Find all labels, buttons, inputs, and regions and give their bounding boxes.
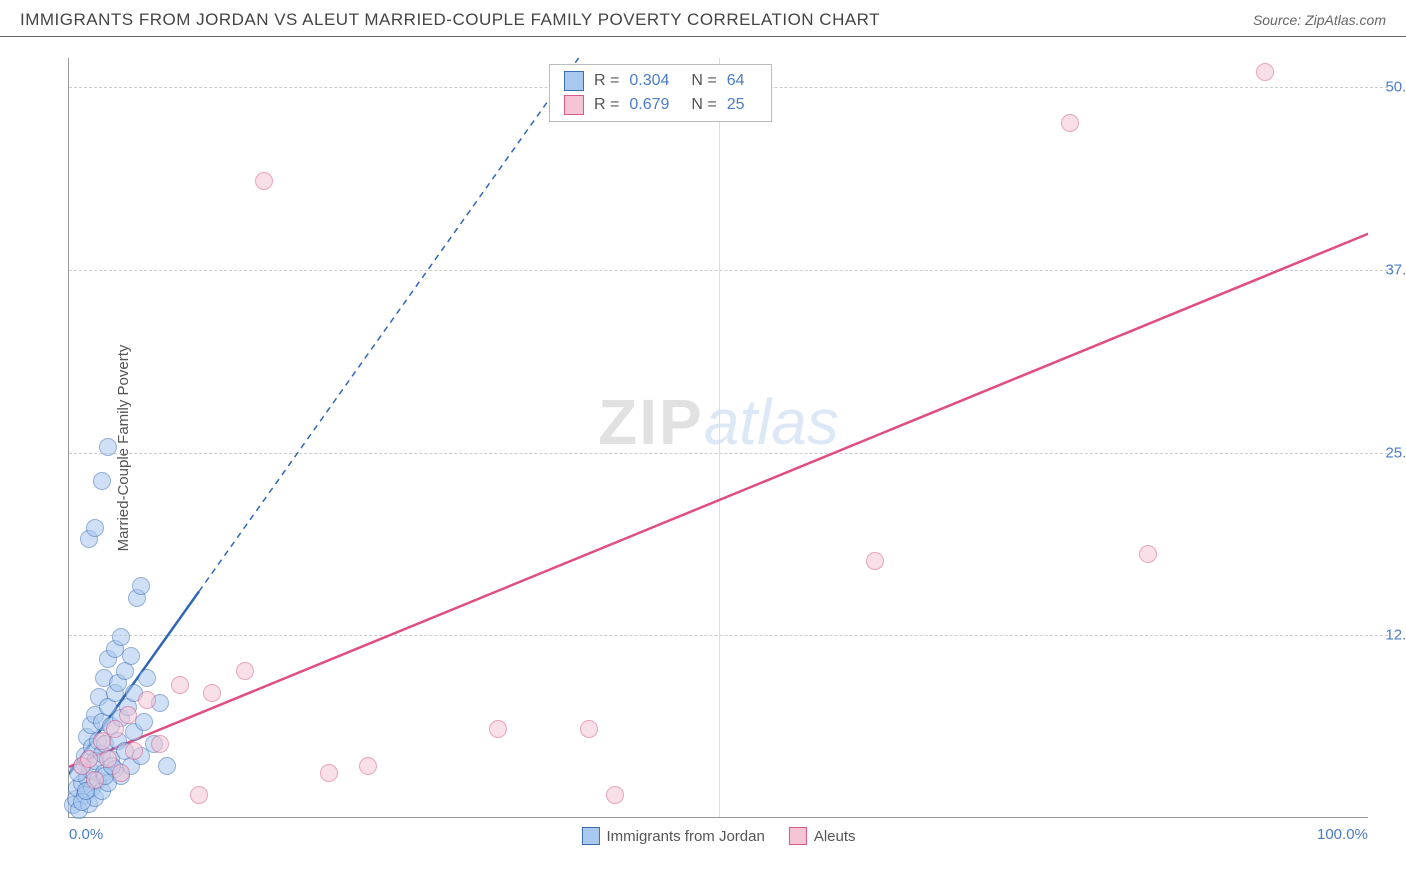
y-tick-label: 50.0% <box>1385 79 1406 96</box>
scatter-point <box>359 757 377 775</box>
scatter-point <box>122 647 140 665</box>
series-legend-label: Immigrants from Jordan <box>606 828 764 845</box>
legend-swatch <box>564 95 584 115</box>
n-value: 25 <box>727 96 745 114</box>
scatter-point <box>125 742 143 760</box>
series-legend: Immigrants from Jordan Aleuts <box>581 827 855 845</box>
scatter-point <box>112 764 130 782</box>
series-legend-item: Aleuts <box>789 827 856 845</box>
source-attribution: Source: ZipAtlas.com <box>1253 12 1386 28</box>
scatter-point <box>158 757 176 775</box>
scatter-point <box>1139 545 1157 563</box>
chart-title: IMMIGRANTS FROM JORDAN VS ALEUT MARRIED-… <box>20 10 880 30</box>
r-value: 0.304 <box>629 72 669 90</box>
scatter-point <box>255 172 273 190</box>
scatter-point <box>112 628 130 646</box>
scatter-point <box>203 684 221 702</box>
scatter-point <box>99 438 117 456</box>
scatter-point <box>190 786 208 804</box>
n-value: 64 <box>727 72 745 90</box>
scatter-plot: ZIPatlas 12.5%25.0%37.5%50.0%0.0%100.0%R… <box>68 58 1368 818</box>
scatter-point <box>1061 114 1079 132</box>
gridline-horizontal <box>69 270 1388 271</box>
x-tick-label: 100.0% <box>1317 826 1368 843</box>
scatter-point <box>138 669 156 687</box>
legend-swatch <box>564 71 584 91</box>
chart-header: IMMIGRANTS FROM JORDAN VS ALEUT MARRIED-… <box>0 0 1406 37</box>
correlation-legend-row: R = 0.304 N = 64 <box>564 69 757 93</box>
scatter-point <box>606 786 624 804</box>
scatter-point <box>99 750 117 768</box>
scatter-point <box>80 750 98 768</box>
r-label: R = <box>594 96 619 114</box>
scatter-point <box>866 552 884 570</box>
scatter-point <box>132 577 150 595</box>
gridline-horizontal <box>69 453 1388 454</box>
legend-swatch <box>789 827 807 845</box>
correlation-legend: R = 0.304 N = 64 R = 0.679 N = 25 <box>549 64 772 122</box>
gridline-horizontal <box>69 635 1388 636</box>
scatter-point <box>171 676 189 694</box>
x-tick-label: 0.0% <box>69 826 103 843</box>
correlation-legend-row: R = 0.679 N = 25 <box>564 93 757 117</box>
n-label: N = <box>691 96 716 114</box>
legend-swatch <box>581 827 599 845</box>
r-value: 0.679 <box>629 96 669 114</box>
y-tick-label: 37.5% <box>1385 261 1406 278</box>
chart-area: Married-Couple Family Poverty ZIPatlas 1… <box>50 50 1385 845</box>
scatter-point <box>86 519 104 537</box>
scatter-point <box>135 713 153 731</box>
scatter-point <box>93 472 111 490</box>
series-legend-item: Immigrants from Jordan <box>581 827 764 845</box>
scatter-point <box>138 691 156 709</box>
y-tick-label: 12.5% <box>1385 627 1406 644</box>
scatter-point <box>86 771 104 789</box>
scatter-point <box>1256 63 1274 81</box>
gridline-vertical <box>719 58 720 817</box>
scatter-point <box>151 735 169 753</box>
scatter-point <box>236 662 254 680</box>
n-label: N = <box>691 72 716 90</box>
scatter-point <box>489 720 507 738</box>
scatter-point <box>320 764 338 782</box>
scatter-point <box>119 706 137 724</box>
r-label: R = <box>594 72 619 90</box>
scatter-point <box>106 720 124 738</box>
y-tick-label: 25.0% <box>1385 444 1406 461</box>
series-legend-label: Aleuts <box>814 828 856 845</box>
scatter-point <box>580 720 598 738</box>
